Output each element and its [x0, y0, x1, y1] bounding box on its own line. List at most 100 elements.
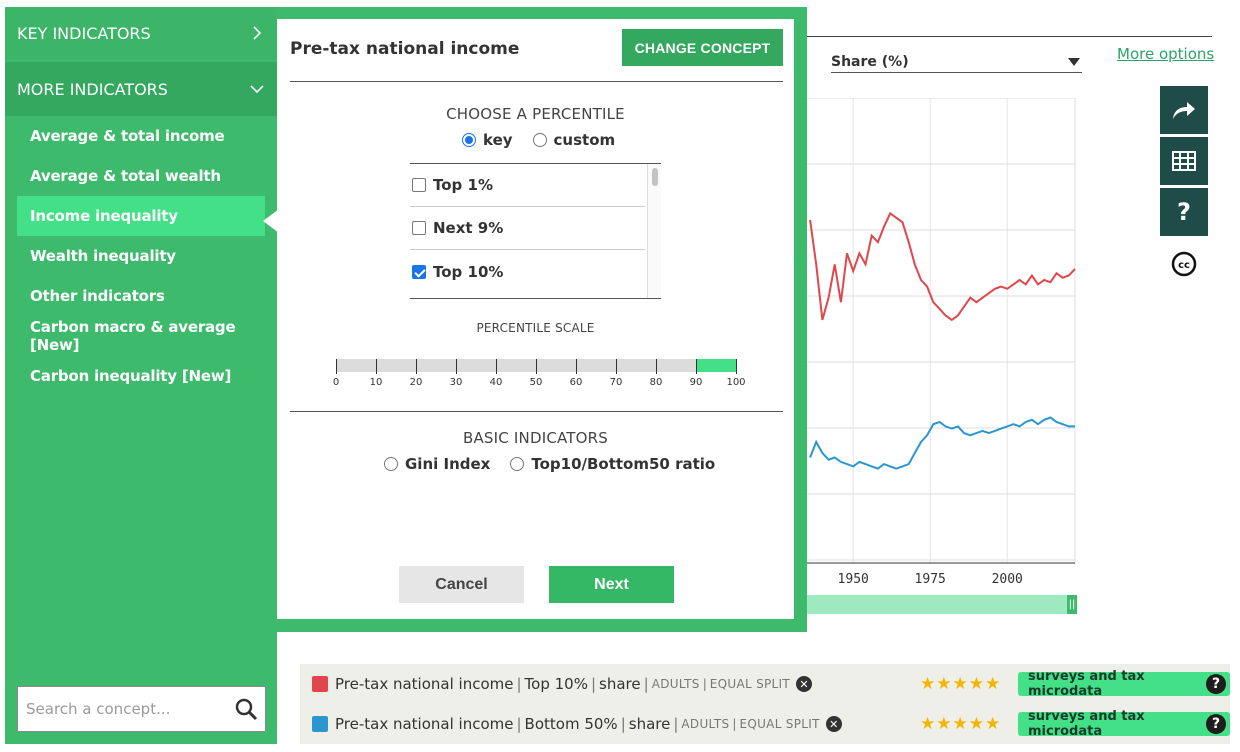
sidebar-item-wealth-inequality[interactable]: Wealth inequality — [30, 247, 176, 265]
scale-tick — [376, 359, 377, 374]
radio-top10-bottom50-label: Top10/Bottom50 ratio — [531, 455, 716, 473]
legend-percentile: Top 10% — [524, 675, 588, 693]
separator: | — [643, 675, 649, 693]
separator: | — [516, 715, 522, 733]
radio-key[interactable]: key — [462, 131, 513, 149]
scale-tick-label: 70 — [609, 377, 623, 388]
scale-tick-label: 40 — [489, 377, 503, 388]
scale-tick-label: 100 — [726, 377, 746, 388]
sidebar-item-carbon-inequality[interactable]: Carbon inequality [New] — [30, 367, 232, 385]
scale-selected-range[interactable] — [696, 359, 736, 372]
series-line-1[interactable] — [809, 416, 1075, 470]
indicator-list: Average & total income Average & total w… — [5, 116, 277, 396]
change-concept-button[interactable]: CHANGE CONCEPT — [622, 29, 783, 66]
list-item-top1[interactable]: Top 1% — [410, 164, 645, 207]
help-icon: ? — [1177, 198, 1191, 226]
sidebar-item-average-total-wealth[interactable]: Average & total wealth — [30, 167, 221, 185]
series-legend: Pre-tax national income | Top 10% | shar… — [300, 664, 1230, 744]
unit-select[interactable]: Share (%) — [831, 51, 1082, 73]
legend-row: Pre-tax national income | Bottom 50% | s… — [300, 704, 1230, 744]
list-scrollbar[interactable] — [647, 164, 661, 298]
radio-gini-label: Gini Index — [405, 455, 491, 473]
scale-tick-label: 50 — [529, 377, 543, 388]
basic-indicators-group: Gini Index Top10/Bottom50 ratio — [384, 455, 715, 473]
more-options-link[interactable]: More options — [1117, 45, 1215, 63]
checkbox-top1[interactable] — [412, 178, 426, 192]
timeline-slider[interactable]: || — [807, 595, 1077, 614]
sidebar-item-average-total-income[interactable]: Average & total income — [30, 127, 225, 145]
sidebar: KEY INDICATORS MORE INDICATORS Average &… — [5, 7, 283, 744]
more-indicators-label: MORE INDICATORS — [17, 79, 168, 99]
search-input[interactable] — [26, 700, 216, 718]
concept-search — [17, 686, 266, 732]
separator: | — [732, 717, 737, 731]
scale-tick — [616, 359, 617, 374]
timeline-handle[interactable]: || — [1067, 595, 1077, 614]
share-button[interactable] — [1160, 86, 1208, 134]
more-indicators-header[interactable]: MORE INDICATORS — [5, 62, 277, 116]
radio-key-label: key — [483, 131, 513, 149]
search-icon[interactable] — [234, 697, 258, 721]
radio-gini[interactable]: Gini Index — [384, 455, 490, 473]
divider — [290, 411, 783, 412]
radio-custom-dot[interactable] — [532, 133, 547, 147]
scale-tick-label: 0 — [332, 377, 340, 388]
separator: | — [590, 675, 597, 693]
percentile-scale-heading: PERCENTILE SCALE — [476, 321, 595, 335]
quality-stars: ★★★★★ — [920, 674, 1002, 694]
list-item-next9[interactable]: Next 9% — [410, 207, 645, 250]
dropdown-arrow-icon — [1068, 57, 1080, 66]
x-tick-label: 1950 — [837, 572, 869, 587]
legend-split: EQUAL SPLIT — [709, 677, 790, 691]
scale-tick — [416, 359, 417, 374]
choose-percentile-heading: CHOOSE A PERCENTILE — [446, 105, 625, 123]
scale-tick — [456, 359, 457, 374]
legend-concept: Pre-tax national income — [335, 715, 514, 733]
cancel-button[interactable]: Cancel — [399, 566, 524, 603]
list-item-label: Next 9% — [433, 219, 504, 237]
list-item-label: Top 1% — [433, 176, 493, 194]
scale-tick — [736, 359, 737, 374]
separator: | — [673, 715, 679, 733]
key-indicators-header[interactable]: KEY INDICATORS — [5, 7, 277, 59]
scale-tick-label: 20 — [409, 377, 423, 388]
sidebar-item-income-inequality[interactable]: Income inequality — [17, 196, 265, 236]
checkbox-top10[interactable] — [412, 264, 426, 279]
scale-tick — [576, 359, 577, 374]
legend-unit: share — [599, 675, 641, 693]
radio-custom[interactable]: custom — [532, 131, 615, 149]
next-button[interactable]: Next — [549, 566, 674, 603]
radio-gini-dot[interactable] — [384, 457, 398, 471]
sidebar-item-other-indicators[interactable]: Other indicators — [30, 287, 165, 305]
percentile-scale[interactable]: 0 10 20 30 40 50 60 70 80 90 100 — [332, 359, 746, 399]
remove-series-icon[interactable]: ✕ — [825, 716, 842, 732]
checkbox-next9[interactable] — [412, 221, 426, 235]
share-icon — [1173, 102, 1195, 119]
list-item-top10[interactable]: Top 10% — [410, 250, 645, 293]
unit-select-value: Share (%) — [831, 53, 909, 70]
help-icon[interactable]: ? — [1206, 674, 1226, 694]
radio-key-dot[interactable] — [462, 133, 476, 147]
remove-series-icon[interactable]: ✕ — [795, 676, 812, 692]
sidebar-item-carbon-macro-average[interactable]: Carbon macro & average [New] — [30, 318, 236, 354]
legend-unit: share — [628, 715, 671, 733]
radio-top10-bottom50[interactable]: Top10/Bottom50 ratio — [510, 455, 715, 473]
scale-tick — [536, 359, 537, 374]
chevron-down-icon — [250, 85, 264, 94]
scale-tick-label: 90 — [689, 377, 703, 388]
separator: | — [702, 677, 707, 691]
list-item-label: Top 10% — [433, 262, 504, 281]
scrollbar-thumb[interactable] — [652, 168, 658, 186]
scale-tick — [496, 359, 497, 374]
help-icon[interactable]: ? — [1206, 714, 1226, 734]
radio-top10-bottom50-dot[interactable] — [510, 457, 525, 471]
creative-commons-icon[interactable]: cc — [1171, 251, 1197, 277]
help-button[interactable]: ? — [1160, 188, 1208, 236]
table-view-button[interactable] — [1160, 137, 1208, 185]
scale-tick — [656, 359, 657, 374]
scale-tick-label: 10 — [369, 377, 383, 388]
series-line-0[interactable] — [809, 211, 1076, 322]
legend-population: ADULTS — [681, 717, 730, 731]
percentile-list: Top 1% Next 9% Top 10% — [410, 163, 661, 299]
source-badge: surveys and tax microdata — [1018, 669, 1230, 699]
